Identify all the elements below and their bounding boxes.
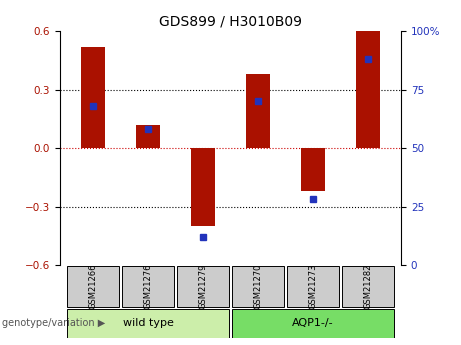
Bar (231, 266, 284, 307)
Bar (356, 31, 380, 148)
Bar (287, 266, 339, 307)
Text: GSM21279: GSM21279 (199, 264, 207, 309)
Bar (136, 125, 160, 148)
Bar (190, 148, 215, 226)
Text: GSM21266: GSM21266 (89, 264, 97, 309)
Bar (231, 309, 395, 338)
Bar (342, 266, 395, 307)
Text: GSM21270: GSM21270 (254, 264, 262, 309)
Text: wild type: wild type (123, 318, 173, 328)
Text: genotype/variation ▶: genotype/variation ▶ (2, 318, 106, 327)
Bar (301, 148, 325, 191)
Text: GSM21273: GSM21273 (308, 264, 318, 309)
Bar (66, 266, 119, 307)
Bar (66, 309, 230, 338)
Text: AQP1-/-: AQP1-/- (292, 318, 334, 328)
Text: GSM21276: GSM21276 (143, 264, 153, 309)
Bar (122, 266, 174, 307)
Text: GSM21282: GSM21282 (364, 264, 372, 309)
Bar (246, 74, 271, 148)
Bar (81, 47, 105, 148)
Title: GDS899 / H3010B09: GDS899 / H3010B09 (159, 14, 302, 29)
Bar (177, 266, 230, 307)
